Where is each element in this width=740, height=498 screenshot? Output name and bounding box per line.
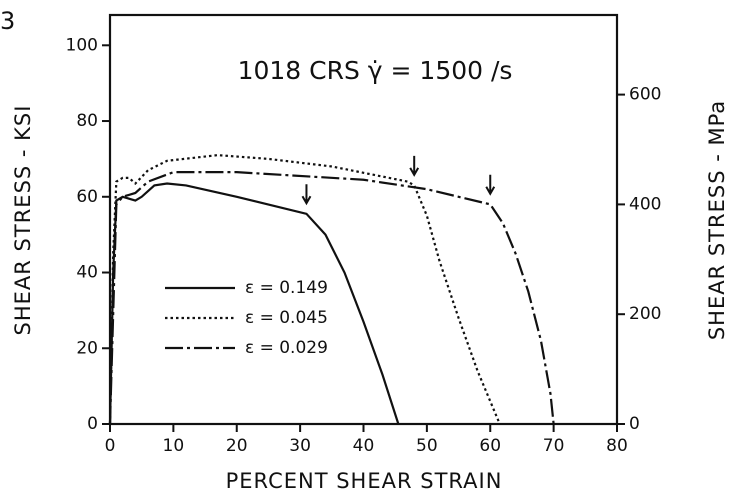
y-tick-label: 20 bbox=[76, 338, 98, 358]
x-tick-label: 40 bbox=[353, 436, 375, 456]
figure-label: 3 bbox=[0, 7, 15, 35]
legend-label: ε = 0.149 bbox=[245, 278, 328, 298]
legend-label: ε = 0.045 bbox=[245, 308, 328, 328]
y-tick-label: 60 bbox=[76, 187, 98, 207]
y2-tick-label: 400 bbox=[629, 194, 661, 214]
y-axis-title: SHEAR STRESS - KSI bbox=[11, 105, 35, 336]
x-tick-label: 30 bbox=[289, 436, 311, 456]
series-line bbox=[108, 171, 555, 425]
y-tick-label: 40 bbox=[76, 263, 98, 283]
series-line bbox=[108, 182, 400, 425]
x-tick-label: 50 bbox=[416, 436, 438, 456]
y-tick-label: 0 bbox=[87, 414, 98, 434]
legend-label: ε = 0.029 bbox=[245, 338, 328, 358]
x-tick-label: 20 bbox=[226, 436, 248, 456]
failure-arrow bbox=[301, 184, 312, 206]
x-tick-label: 80 bbox=[606, 436, 628, 456]
y-tick-label: 80 bbox=[76, 111, 98, 131]
y-tick-label: 100 bbox=[66, 35, 98, 55]
y2-axis-title: SHEAR STRESS - MPa bbox=[705, 100, 729, 340]
chart-title: 1018 CRS γ̇ = 1500 /s bbox=[238, 56, 513, 85]
y2-tick-label: 200 bbox=[629, 304, 661, 324]
x-tick-label: 60 bbox=[479, 436, 501, 456]
y2-tick-label: 0 bbox=[629, 414, 640, 434]
series-line bbox=[108, 154, 501, 425]
y2-tick-label: 600 bbox=[629, 85, 661, 105]
failure-arrow bbox=[409, 155, 420, 177]
x-tick-label: 0 bbox=[105, 436, 116, 456]
x-axis-title: PERCENT SHEAR STRAIN bbox=[226, 469, 503, 493]
x-tick-label: 70 bbox=[543, 436, 565, 456]
x-tick-label: 10 bbox=[163, 436, 185, 456]
failure-arrow bbox=[485, 174, 496, 196]
